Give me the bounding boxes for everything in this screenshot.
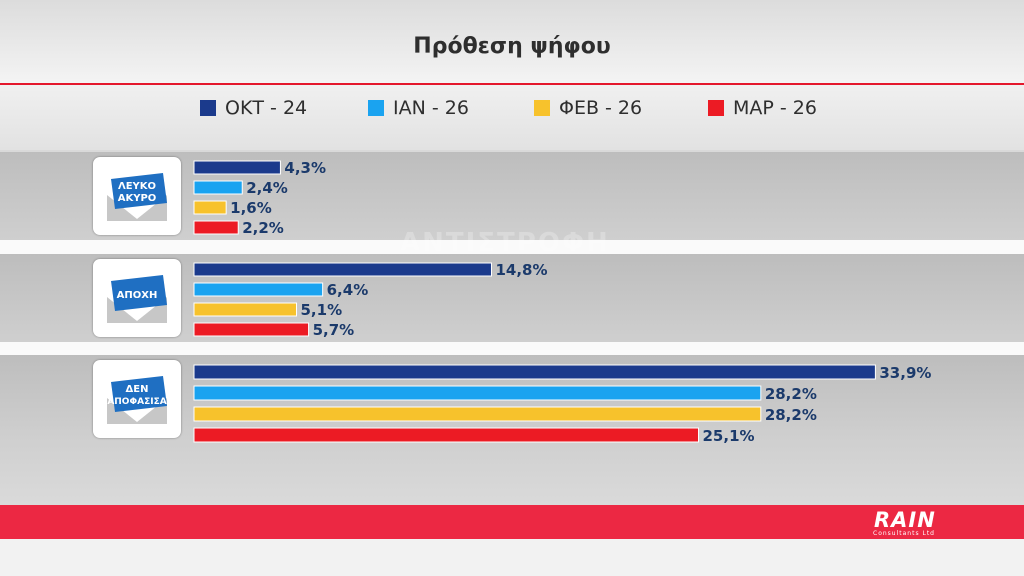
row-separator [0, 342, 1024, 355]
legend-band [0, 85, 1024, 150]
legend-item-mar26: ΜΑΡ - 26 [708, 96, 817, 120]
ballot-envelope-icon [107, 275, 167, 323]
legend-label: ΜΑΡ - 26 [733, 97, 817, 119]
data-label: 2,4% [246, 179, 288, 197]
data-label: 2,2% [242, 219, 284, 237]
category-icon-card-abstain: ΑΠΟΧΗ [93, 259, 181, 337]
bar-3-category-3 [193, 406, 762, 422]
legend-swatch-feb26 [534, 100, 550, 116]
bar-4-category-1 [193, 220, 239, 235]
legend-swatch-okt24 [200, 100, 216, 116]
ballot-envelope-icon [107, 376, 167, 424]
bar-2-category-1 [193, 180, 243, 195]
legend-label: ΙΑΝ - 26 [393, 97, 469, 119]
data-label: 28,2% [765, 406, 817, 424]
legend-swatch-mar26 [708, 100, 724, 116]
bar-3-category-1 [193, 200, 227, 215]
data-label: 4,3% [284, 159, 326, 177]
row-separator [0, 240, 1024, 254]
legend-label: ΦΕΒ - 26 [559, 97, 643, 119]
watermark: ΑΝΤΙΣΤΡΟΦΗ [400, 228, 610, 258]
data-label: 25,1% [703, 427, 755, 445]
logo-subtext: Consultants Ltd [873, 530, 935, 537]
bar-1-category-2 [193, 262, 492, 277]
data-label: 28,2% [765, 385, 817, 403]
bar-4-category-2 [193, 322, 310, 337]
logo: RAIN [874, 508, 936, 532]
category-label-line1: ΑΠΟΧΗ [116, 290, 158, 301]
bar-3-category-2 [193, 302, 298, 317]
legend-item-feb26: ΦΕΒ - 26 [534, 96, 642, 120]
data-label: 5,1% [301, 301, 343, 319]
legend-item-ian26: ΙΑΝ - 26 [368, 96, 469, 120]
bar-2-category-3 [193, 385, 762, 401]
chart-title: Πρόθεση ψήφου [413, 34, 611, 59]
legend-item-okt24: ΟΚΤ - 24 [200, 96, 307, 120]
data-label: 1,6% [230, 199, 272, 217]
category-label-line1: ΔΕΝ [125, 384, 149, 395]
header-band [0, 0, 1024, 84]
legend-label: ΟΚΤ - 24 [225, 97, 308, 119]
category-icon-card-undecided: ΔΕΝ ΑΠΟΦΑΣΙΣΑ [93, 360, 181, 438]
ballot-envelope-icon [107, 173, 167, 221]
data-label: 5,7% [313, 321, 355, 339]
data-label: 33,9% [879, 364, 931, 382]
bar-1-category-3 [193, 364, 876, 380]
bar-2-category-2 [193, 282, 324, 297]
bar-1-category-1 [193, 160, 281, 175]
header-divider [0, 83, 1024, 85]
bar-4-category-3 [193, 427, 700, 443]
data-label: 14,8% [495, 261, 547, 279]
category-label-line2: ΑΠΟΦΑΣΙΣΑ [107, 397, 167, 407]
category-label-line2: ΑΚΥΡΟ [117, 193, 157, 204]
legend-swatch-ian26 [368, 100, 384, 116]
category-label-line1: ΛΕΥΚΟ [117, 181, 157, 192]
footer-bottom [0, 539, 1024, 576]
footer-bar [0, 505, 1024, 539]
category-icon-card-blank: ΛΕΥΚΟ ΑΚΥΡΟ [93, 157, 181, 235]
data-label: 6,4% [327, 281, 369, 299]
